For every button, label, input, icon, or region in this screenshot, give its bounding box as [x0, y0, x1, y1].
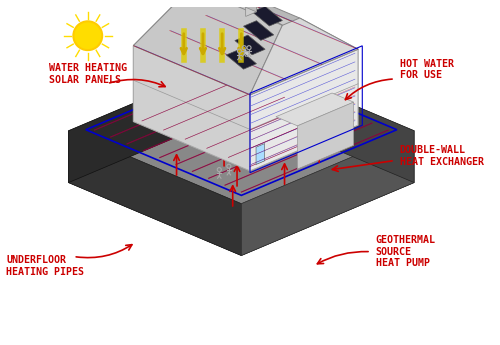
Polygon shape — [298, 102, 354, 169]
Polygon shape — [134, 0, 242, 122]
Polygon shape — [235, 35, 265, 55]
Polygon shape — [226, 49, 256, 69]
Polygon shape — [68, 58, 242, 183]
Polygon shape — [242, 58, 414, 183]
Polygon shape — [209, 0, 358, 49]
Text: UNDERFLOOR
HEATING PIPES: UNDERFLOOR HEATING PIPES — [6, 255, 84, 277]
Polygon shape — [250, 18, 358, 95]
Polygon shape — [244, 21, 274, 40]
Polygon shape — [242, 131, 414, 256]
Polygon shape — [134, 0, 242, 46]
Text: DOUBLE-WALL
HEAT EXCHANGER: DOUBLE-WALL HEAT EXCHANGER — [400, 145, 483, 167]
Polygon shape — [242, 0, 358, 125]
Polygon shape — [252, 6, 282, 26]
Polygon shape — [334, 111, 342, 132]
Polygon shape — [134, 0, 282, 95]
Text: GEOTHERMAL
SOURCE
HEAT PUMP: GEOTHERMAL SOURCE HEAT PUMP — [376, 235, 436, 268]
Polygon shape — [68, 110, 414, 256]
Polygon shape — [276, 93, 353, 126]
Polygon shape — [246, 0, 256, 17]
Text: WATER HEATING
SOLAR PANELS: WATER HEATING SOLAR PANELS — [50, 63, 128, 85]
Text: HOT WATER
FOR USE: HOT WATER FOR USE — [400, 59, 454, 80]
Polygon shape — [246, 0, 256, 12]
Polygon shape — [250, 49, 358, 171]
Polygon shape — [134, 46, 250, 171]
Polygon shape — [134, 0, 358, 95]
Polygon shape — [68, 131, 242, 256]
Polygon shape — [256, 144, 264, 165]
Polygon shape — [68, 58, 414, 204]
Circle shape — [74, 21, 102, 50]
